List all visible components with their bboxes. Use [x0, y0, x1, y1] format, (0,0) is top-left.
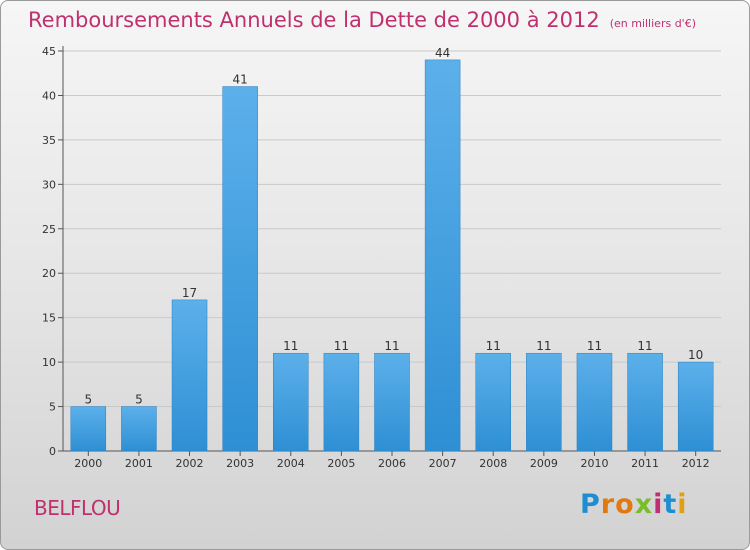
logo-letter: x: [634, 489, 654, 520]
y-tick-label: 40: [42, 89, 56, 102]
data-label: 11: [283, 339, 298, 353]
x-tick-label: 2007: [429, 457, 457, 470]
bar: [677, 361, 714, 452]
x-tick-label: 2008: [479, 457, 507, 470]
commune-name: BELFLOU: [34, 496, 121, 520]
bar: [424, 59, 461, 452]
x-tick-label: 2009: [530, 457, 558, 470]
bar: [171, 299, 208, 452]
y-tick-label: 30: [42, 178, 56, 191]
x-tick-label: 2011: [631, 457, 659, 470]
data-label: 11: [637, 339, 652, 353]
bars: [70, 59, 714, 452]
x-tick-label: 2001: [125, 457, 153, 470]
bar: [576, 352, 613, 452]
x-tick-label: 2005: [327, 457, 355, 470]
logo-letter: i: [677, 489, 688, 520]
x-tick-label: 2000: [74, 457, 102, 470]
bar: [222, 86, 258, 452]
data-label: 11: [536, 339, 551, 353]
y-tick-label: 45: [42, 45, 56, 58]
data-label: 5: [84, 393, 92, 407]
data-label: 5: [135, 393, 143, 407]
x-tick-label: 2012: [682, 457, 710, 470]
y-tick-label: 25: [42, 223, 56, 236]
logo-letter: r: [600, 489, 616, 520]
y-tick-label: 0: [49, 445, 56, 458]
data-label: 11: [587, 339, 602, 353]
logo-letter: P: [580, 489, 601, 520]
proxiti-logo: Proxiti: [580, 489, 688, 520]
bar: [273, 352, 309, 452]
data-label: 11: [334, 339, 349, 353]
data-label: 44: [435, 46, 450, 60]
bar: [121, 406, 157, 452]
x-tick-label: 2002: [176, 457, 204, 470]
bar: [374, 352, 410, 452]
bar: [70, 406, 107, 452]
chart-unit: (en milliers d'€): [609, 17, 696, 30]
labels: 5 2000 5 2001 17 2002 41 2003 11 2004 11 2005 11 2006…: [74, 46, 709, 470]
bar: [323, 352, 360, 452]
x-tick-label: 2004: [277, 457, 305, 470]
y-tick-label: 15: [42, 312, 56, 325]
x-tick-label: 2010: [580, 457, 608, 470]
bar: [627, 352, 663, 452]
data-label: 17: [182, 286, 197, 300]
bar: [526, 352, 562, 452]
data-label: 10: [688, 348, 703, 362]
y-tick-label: 20: [42, 267, 56, 280]
data-label: 11: [486, 339, 501, 353]
y-tick-label: 10: [42, 356, 56, 369]
chart-title-text: Remboursements Annuels de la Dette de 20…: [28, 8, 600, 32]
chart-title: Remboursements Annuels de la Dette de 20…: [28, 8, 696, 32]
y-tick-label: 35: [42, 134, 56, 147]
y-tick-label: 5: [49, 401, 56, 414]
logo-letter: t: [663, 489, 678, 520]
bar: [475, 352, 511, 452]
logo-letter: i: [653, 489, 664, 520]
logo-letter: o: [615, 489, 635, 520]
x-tick-label: 2006: [378, 457, 406, 470]
x-tick-label: 2003: [226, 457, 254, 470]
data-label: 41: [233, 73, 248, 87]
data-label: 11: [384, 339, 399, 353]
